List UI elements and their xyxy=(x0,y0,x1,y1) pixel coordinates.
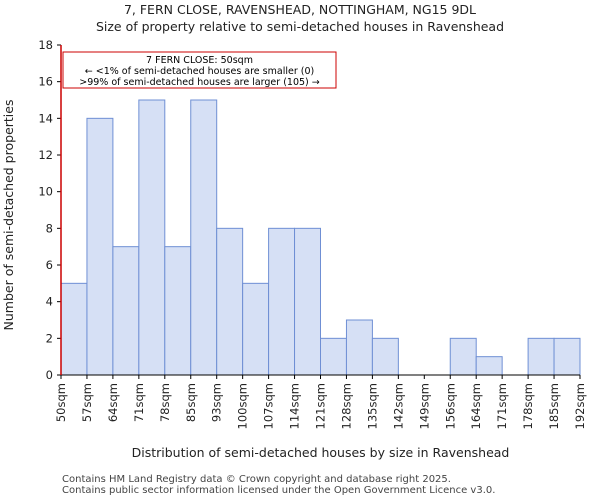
bar-71sqm xyxy=(138,99,166,376)
bar-121sqm xyxy=(320,337,347,376)
x-tick-label-149sqm: 149sqm xyxy=(417,383,431,429)
bar-57sqm xyxy=(86,117,114,376)
x-axis-label: Distribution of semi-detached houses by … xyxy=(132,445,510,460)
x-tick-label-178sqm: 178sqm xyxy=(521,383,535,429)
x-tick-label-142sqm: 142sqm xyxy=(391,383,405,429)
x-tick-label-57sqm: 57sqm xyxy=(80,383,94,422)
y-tick-label-8: 8 xyxy=(46,221,53,235)
y-axis-label: Number of semi-detached properties xyxy=(1,100,16,331)
x-tick-label-185sqm: 185sqm xyxy=(547,383,561,429)
x-tick-label-171sqm: 171sqm xyxy=(495,383,509,429)
x-tick-label-107sqm: 107sqm xyxy=(262,383,276,429)
annotation-box: 7 FERN CLOSE: 50sqm ← <1% of semi-detach… xyxy=(62,51,337,89)
y-ticks-group: 0 2 4 6 8 10 12 14 16 18 xyxy=(38,38,61,382)
x-tick-label-192sqm: 192sqm xyxy=(573,383,587,429)
bar-107sqm xyxy=(268,227,296,376)
annotation-line-2: ← <1% of semi-detached houses are smalle… xyxy=(85,66,314,77)
x-tick-label-128sqm: 128sqm xyxy=(339,383,353,429)
bar-178sqm xyxy=(527,337,555,376)
x-tick-label-78sqm: 78sqm xyxy=(158,383,172,422)
x-tick-label-164sqm: 164sqm xyxy=(469,383,483,429)
bar-93sqm xyxy=(216,227,244,376)
y-tick-label-0: 0 xyxy=(46,368,53,382)
footer-licence: Contains public sector information licen… xyxy=(62,485,496,496)
y-tick-label-18: 18 xyxy=(38,38,53,52)
chart-title-address: 7, FERN CLOSE, RAVENSHEAD, NOTTINGHAM, N… xyxy=(123,2,477,17)
y-tick-label-4: 4 xyxy=(46,295,53,309)
annotation-frame xyxy=(62,51,337,89)
bar-85sqm xyxy=(190,99,218,376)
bar-156sqm xyxy=(449,337,477,376)
x-ticks-group: 50sqm 57sqm 64sqm 71sqm 78sqm 85sqm 93sqm 100sq… xyxy=(54,375,587,429)
y-tick-label-14: 14 xyxy=(38,111,53,125)
x-tick-label-64sqm: 64sqm xyxy=(106,383,120,422)
bar-100sqm xyxy=(242,282,270,376)
y-tick-label-12: 12 xyxy=(38,148,53,162)
y-tick-label-6: 6 xyxy=(46,258,53,272)
annotation-line-3: >99% of semi-detached houses are larger … xyxy=(79,77,320,88)
bar-128sqm xyxy=(345,319,373,376)
x-tick-label-121sqm: 121sqm xyxy=(314,383,328,429)
annotation-line-1: 7 FERN CLOSE: 50sqm xyxy=(146,55,253,66)
bar-135sqm xyxy=(371,337,399,376)
x-tick-label-156sqm: 156sqm xyxy=(443,383,457,429)
x-tick-label-114sqm: 114sqm xyxy=(288,383,302,429)
x-tick-label-93sqm: 93sqm xyxy=(210,383,224,422)
bar-164sqm xyxy=(475,356,503,376)
chart-title: Size of property relative to semi-detach… xyxy=(95,19,505,34)
bar-185sqm xyxy=(553,337,581,376)
x-tick-label-100sqm: 100sqm xyxy=(236,383,250,429)
y-tick-label-2: 2 xyxy=(46,331,53,345)
x-tick-label-85sqm: 85sqm xyxy=(184,383,198,422)
bar-50sqm xyxy=(60,282,88,376)
bars-group xyxy=(60,99,581,376)
bar-64sqm xyxy=(112,246,140,376)
bar-78sqm xyxy=(164,246,192,376)
y-tick-label-10: 10 xyxy=(38,185,53,199)
x-tick-label-50sqm: 50sqm xyxy=(54,383,68,422)
y-tick-label-16: 16 xyxy=(38,75,53,89)
bar-114sqm xyxy=(294,227,321,376)
footer-copyright: Contains HM Land Registry data © Crown c… xyxy=(62,474,451,485)
x-tick-label-71sqm: 71sqm xyxy=(132,383,146,422)
x-tick-label-135sqm: 135sqm xyxy=(365,383,379,429)
